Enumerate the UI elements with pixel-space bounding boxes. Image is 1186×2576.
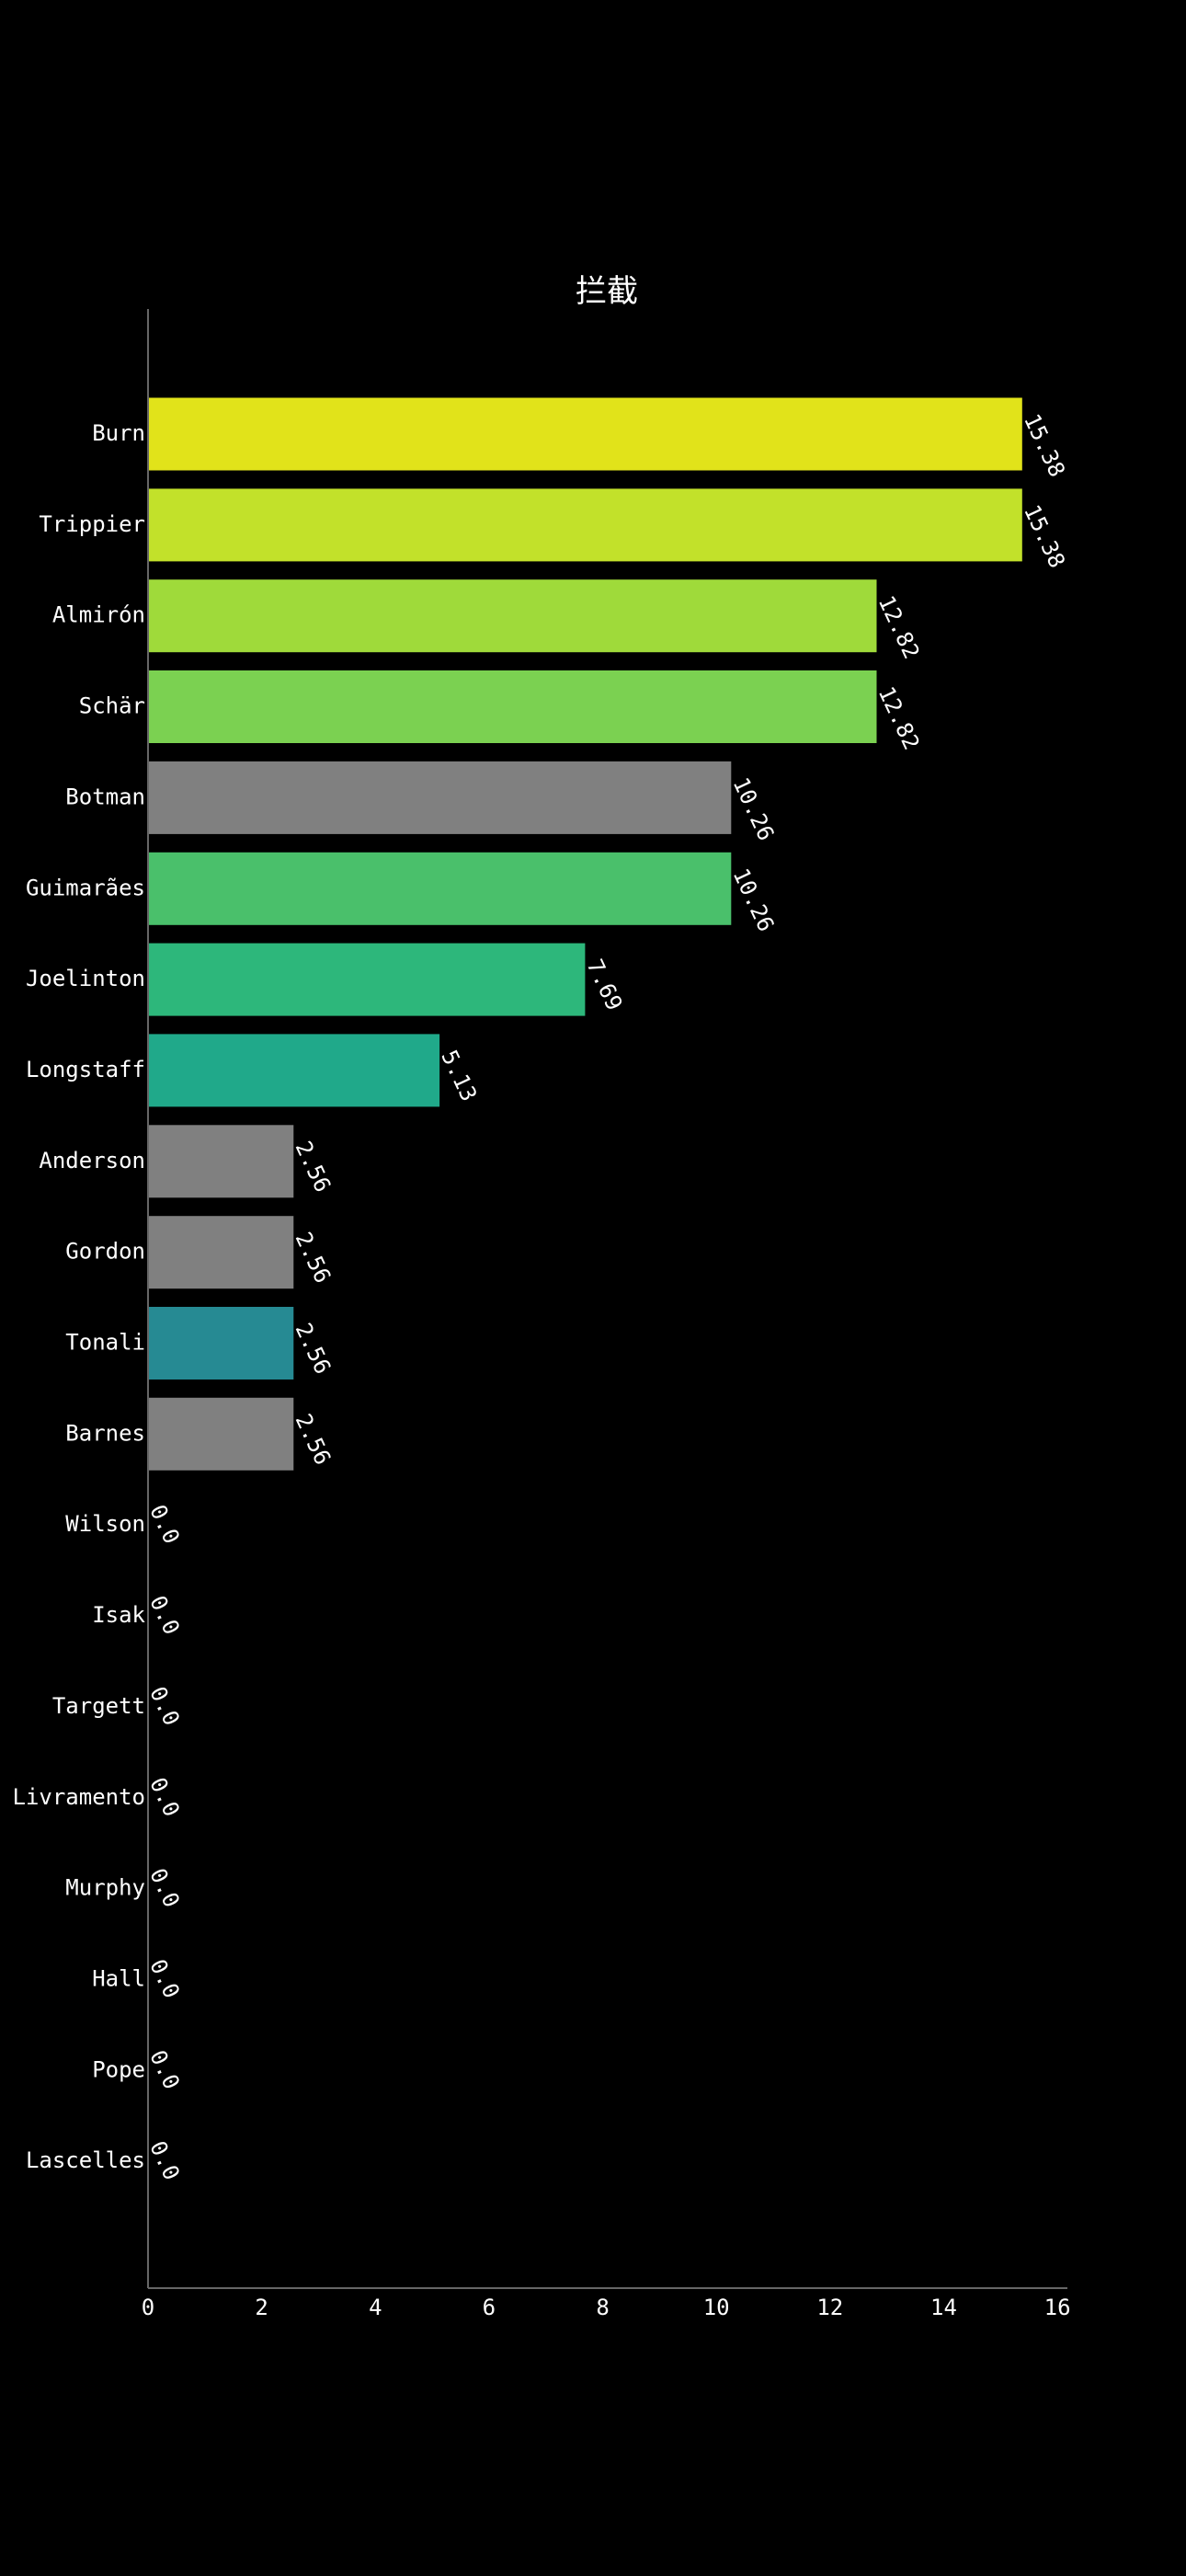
- x-ticks-group: 0 2 4 6 8 10 12 14 16: [142, 2295, 1071, 2320]
- category-label: Burn: [92, 420, 145, 446]
- category-label: Gordon: [65, 1239, 145, 1265]
- category-labels-group: Burn Trippier Almirón Schär Botman Guimarães J…: [13, 420, 146, 2173]
- bar: [148, 397, 1022, 471]
- x-tick-label: 2: [255, 2295, 268, 2320]
- category-label: Guimarães: [26, 875, 145, 900]
- bar: [148, 852, 732, 925]
- category-label: Isak: [92, 1602, 145, 1628]
- bar: [148, 1397, 294, 1471]
- category-label: Murphy: [65, 1875, 145, 1901]
- x-tick-label: 14: [930, 2295, 957, 2320]
- bar: [148, 488, 1022, 562]
- x-tick-label: 4: [369, 2295, 382, 2320]
- x-tick-label: 6: [483, 2295, 496, 2320]
- x-tick-label: 16: [1044, 2295, 1071, 2320]
- x-tick-label: 10: [703, 2295, 730, 2320]
- category-label: Almirón: [52, 602, 145, 628]
- category-label: Joelinton: [26, 966, 145, 991]
- category-label: Tonali: [65, 1330, 145, 1356]
- category-label: Wilson: [65, 1511, 145, 1537]
- x-tick-label: 8: [596, 2295, 609, 2320]
- category-label: Targett: [52, 1693, 145, 1719]
- category-label: Barnes: [65, 1420, 145, 1446]
- category-label: Trippier: [39, 511, 145, 537]
- chart-title: 拦截: [576, 273, 638, 310]
- x-tick-label: 0: [142, 2295, 154, 2320]
- category-label: Livramento: [13, 1784, 146, 1810]
- bar: [148, 1307, 294, 1380]
- x-tick-label: 12: [816, 2295, 843, 2320]
- category-label: Lascelles: [26, 2147, 145, 2173]
- category-label: Hall: [92, 1965, 145, 1991]
- category-label: Anderson: [39, 1148, 145, 1174]
- category-label: Botman: [65, 784, 145, 809]
- category-label: Pope: [92, 2056, 145, 2082]
- category-label: Schär: [79, 693, 145, 719]
- bar: [148, 1125, 294, 1198]
- category-label: Longstaff: [26, 1057, 145, 1082]
- bar: [148, 1034, 440, 1107]
- bar: [148, 1216, 294, 1289]
- bars-group: [148, 397, 1022, 1471]
- bar: [148, 761, 732, 834]
- bar: [148, 943, 586, 1016]
- bar: [148, 579, 877, 653]
- bar: [148, 670, 877, 743]
